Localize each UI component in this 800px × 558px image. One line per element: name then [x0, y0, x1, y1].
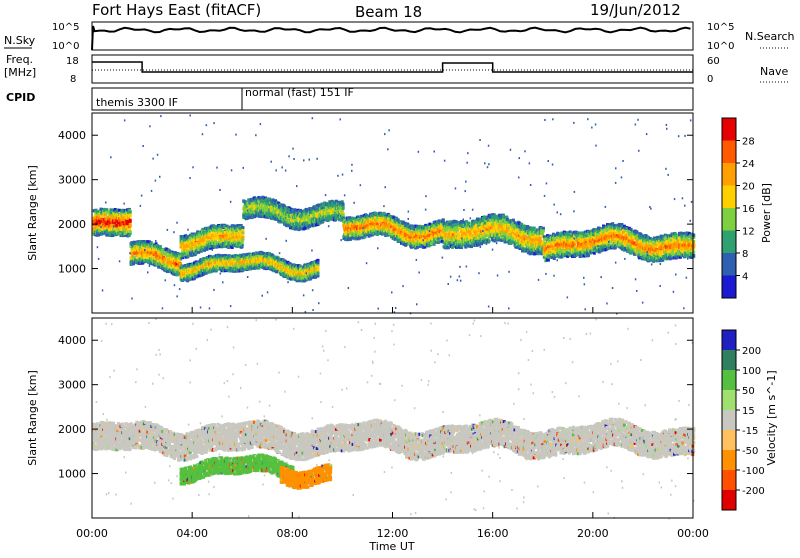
- cpid-program-1: themis 3300 IF: [96, 96, 178, 109]
- nsearch-label: N.Search: [745, 30, 795, 43]
- station-title: Fort Hays East (fitACF): [92, 1, 261, 19]
- data-cell: [416, 246, 419, 249]
- freq-panel: 18 8 60 0 Freq. [MHz] Nave: [4, 53, 790, 85]
- noise-right-tick-top: 10^5: [707, 22, 734, 33]
- data-cell: [129, 211, 132, 214]
- data-cell: [442, 218, 445, 221]
- freq-label: Freq.: [6, 53, 33, 66]
- data-cell: [159, 245, 162, 248]
- data-cell: [129, 219, 132, 222]
- noise-left-tick-top: 10^5: [52, 22, 79, 33]
- nave-tick-top: 60: [707, 56, 720, 67]
- beam-title: Beam 18: [355, 3, 422, 21]
- data-cell: [457, 231, 460, 234]
- noise-frame: [92, 22, 693, 50]
- data-cell: [342, 213, 345, 216]
- data-cell: [342, 203, 345, 206]
- cpid-label: CPID: [6, 91, 35, 104]
- nave-tick-bottom: 0: [707, 74, 713, 85]
- data-cell: [129, 230, 132, 233]
- noise-sky-line: [92, 26, 691, 50]
- noise-right-tick-bottom: 10^0: [707, 41, 734, 52]
- data-cell: [342, 205, 345, 208]
- power-bg: [92, 113, 693, 313]
- noise-left-tick-bottom: 10^0: [52, 41, 79, 52]
- cpid-panel: CPID themis 3300 IF normal (fast) 151 IF: [6, 86, 693, 110]
- cpid-frame: [92, 88, 693, 110]
- nsky-label: N.Sky: [4, 34, 36, 47]
- data-cell: [120, 227, 123, 230]
- data-cell: [129, 223, 132, 226]
- freq-tick-top: 18: [66, 56, 79, 67]
- date-title: 19/Jun/2012: [590, 1, 681, 19]
- data-cell: [129, 214, 132, 217]
- data-cell: [241, 226, 244, 229]
- nave-label: Nave: [760, 65, 788, 78]
- data-cell: [488, 240, 491, 243]
- noise-panel: 10^5 10^0 10^5 10^0 N.Sky N.Search: [4, 22, 795, 52]
- data-cell: [241, 236, 244, 239]
- freq-unit-label: [MHz]: [4, 66, 36, 79]
- freq-tick-bottom: 8: [70, 74, 76, 85]
- freq-frame: [92, 55, 693, 83]
- cpid-program-2: normal (fast) 151 IF: [245, 86, 354, 99]
